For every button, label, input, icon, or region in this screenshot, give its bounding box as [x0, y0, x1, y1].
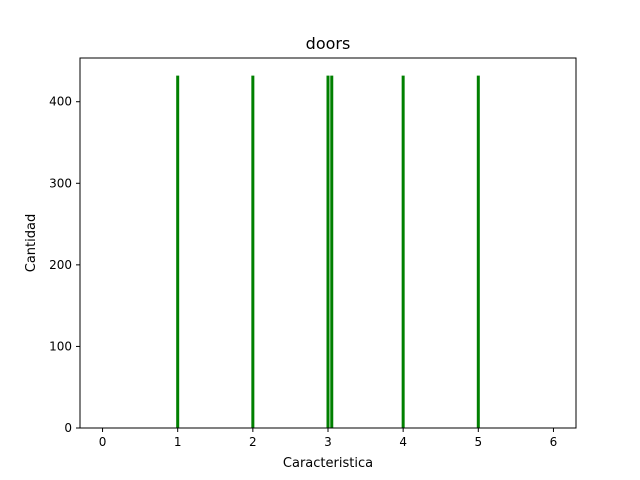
bars-layer [176, 75, 480, 429]
x-tick-label: 6 [550, 435, 558, 449]
y-axis-ticks: 0 100 200 300 400 [49, 95, 80, 435]
bar [401, 75, 405, 429]
y-tick-label: 400 [49, 95, 72, 109]
x-tick-label: 5 [474, 435, 482, 449]
bar [330, 75, 334, 429]
chart-title: doors [306, 34, 351, 53]
x-tick-label: 4 [399, 435, 407, 449]
bar [251, 75, 255, 429]
bar [326, 75, 330, 429]
bar [476, 75, 480, 429]
x-axis-ticks: 0 1 2 3 4 5 6 [99, 428, 558, 449]
x-tick-label: 3 [324, 435, 332, 449]
y-tick-label: 300 [49, 176, 72, 190]
y-tick-label: 200 [49, 258, 72, 272]
y-axis-label: Cantidad [24, 214, 39, 272]
y-tick-label: 100 [49, 339, 72, 353]
x-tick-label: 0 [99, 435, 107, 449]
x-axis-label: Caracteristica [283, 456, 373, 471]
x-tick-label: 1 [174, 435, 182, 449]
x-tick-label: 2 [249, 435, 257, 449]
bar [176, 75, 180, 429]
y-tick-label: 0 [64, 421, 72, 435]
